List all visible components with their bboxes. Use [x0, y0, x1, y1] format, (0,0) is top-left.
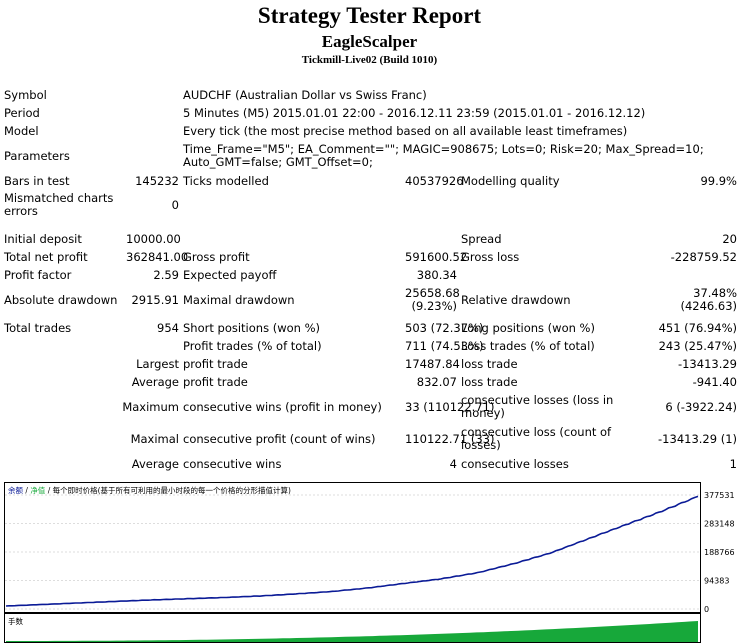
avg-consecutive-wins-value: 4 — [449, 456, 457, 471]
parameters-line-1: Time_Frame="M5"; EA_Comment=""; MAGIC=90… — [183, 142, 704, 156]
maximal-label: Maximal — [130, 431, 179, 446]
profit-factor-label: Profit factor — [4, 267, 72, 282]
deposit-label: Initial deposit — [4, 231, 82, 246]
short-positions-value: 503 (72.37%) — [405, 320, 484, 335]
max-drawdown-percent: (9.23%) — [411, 299, 457, 313]
largest-loss-value: -13413.29 — [677, 356, 737, 371]
y-tick-label: 283148 — [704, 520, 735, 529]
rel-drawdown-value: 37.48% (4246.63) — [649, 284, 739, 316]
ticks-value: 40537926 — [405, 173, 464, 188]
y-tick-label: 377531 — [704, 491, 735, 500]
abs-drawdown-label: Absolute drawdown — [4, 292, 118, 307]
gross-profit-value: 591600.52 — [405, 249, 468, 264]
max-drawdown-amount: 25658.68 — [405, 286, 460, 300]
symbol-value: AUDCHF (Australian Dollar vs Swiss Franc… — [183, 87, 427, 102]
parameters-line-2: Auto_GMT=false; GMT_Offset=0; — [183, 155, 373, 169]
legend-ticks-note: 每个即时价格(基于所有可利用的最小时段的每一个价格的分形描值计算) — [53, 485, 291, 495]
max-consecutive-profit-value: 110122.71 (33) — [405, 431, 495, 446]
expected-payoff-label: Expected payoff — [183, 267, 277, 282]
chart-y-labels: 0 94383 188766 283148 377531 — [704, 491, 735, 614]
period-label: Period — [4, 105, 40, 120]
max-consecutive-losses-label: consecutive losses (loss in money) — [461, 393, 614, 420]
largest-label: Largest — [136, 356, 179, 371]
avg-loss-value: -941.40 — [692, 374, 737, 389]
mismatch-value: 0 — [171, 197, 179, 212]
avg-consecutive-losses-label: consecutive losses — [461, 456, 569, 471]
loss-trades-label: Loss trades (% of total) — [461, 338, 595, 353]
net-profit-label: Total net profit — [4, 249, 88, 264]
max-consecutive-wins-value: 33 (110122.71) — [405, 399, 495, 414]
symbol-label: Symbol — [4, 87, 47, 102]
bars-label: Bars in test — [4, 173, 70, 188]
chart-legend: 余额 / 净值 / 每个即时价格(基于所有可利用的最小时段的每一个价格的分形描值… — [8, 485, 291, 495]
mismatch-label: Mismatched charts errors — [4, 191, 114, 218]
avg-profit-value: 832.07 — [416, 374, 457, 389]
total-trades-label: Total trades — [4, 320, 72, 335]
rel-drawdown-percent: 37.48% — [693, 286, 737, 300]
expected-payoff-value: 380.34 — [416, 267, 457, 282]
avg-consecutive-losses-value: 1 — [729, 456, 737, 471]
average-consecutive-label: Average — [131, 456, 179, 471]
max-consecutive-loss-value: -13413.29 (1) — [658, 431, 737, 446]
volume-label: 手数 — [8, 616, 23, 626]
net-profit-value: 362841.00 — [126, 249, 189, 264]
max-consecutive-loss-label: consecutive loss (count of losses) — [461, 425, 612, 452]
max-drawdown-value: 25658.68 (9.23%) — [403, 284, 460, 316]
report-table: Symbol AUDCHF (Australian Dollar vs Swis… — [2, 86, 739, 473]
model-label: Model — [4, 123, 39, 138]
loss-trades-value: 243 (25.47%) — [658, 338, 737, 353]
legend-equity: 净值 — [30, 485, 45, 495]
quality-value: 99.9% — [700, 173, 737, 188]
y-tick-label: 0 — [704, 605, 709, 614]
largest-profit-label: profit trade — [183, 356, 248, 371]
bars-value: 145232 — [135, 173, 179, 188]
spread-value: 20 — [722, 231, 737, 246]
expert-name: EagleScalper — [321, 32, 418, 51]
report-title: Strategy Tester Report — [257, 3, 482, 28]
balance-series-line — [5, 495, 699, 607]
ticks-label: Ticks modelled — [183, 173, 269, 188]
abs-drawdown-value: 2915.91 — [131, 292, 179, 307]
parameters-value: Time_Frame="M5"; EA_Comment=""; MAGIC=90… — [181, 140, 739, 172]
volume-area — [6, 621, 698, 642]
parameters-label: Parameters — [4, 148, 70, 163]
avg-loss-label: loss trade — [461, 374, 518, 389]
profit-factor-value: 2.59 — [153, 267, 179, 282]
gross-profit-label: Gross profit — [183, 249, 250, 264]
long-positions-value: 451 (76.94%) — [658, 320, 737, 335]
y-tick-label: 94383 — [704, 576, 729, 585]
avg-profit-label: profit trade — [183, 374, 248, 389]
max-consecutive-profit-label: consecutive profit (count of wins) — [183, 431, 376, 446]
short-positions-label: Short positions (won %) — [183, 320, 321, 335]
max-drawdown-label: Maximal drawdown — [183, 292, 295, 307]
max-consecutive-losses-value: 6 (-3922.24) — [665, 399, 737, 414]
balance-chart: 0 94383 188766 283148 377531 余额 / 净值 / 每个即时价… — [4, 482, 735, 643]
profit-trades-value: 711 (74.53%) — [405, 338, 484, 353]
period-value: 5 Minutes (M5) 2015.01.01 22:00 - 2016.1… — [183, 105, 646, 120]
spread-label: Spread — [461, 231, 502, 246]
average-label: Average — [131, 374, 179, 389]
gross-loss-value: -228759.52 — [670, 249, 737, 264]
legend-balance: 余额 — [8, 485, 23, 495]
avg-consecutive-wins-label: consecutive wins — [183, 456, 282, 471]
long-positions-label: Long positions (won %) — [461, 320, 595, 335]
profit-trades-label: Profit trades (% of total) — [183, 338, 322, 353]
chart-frame — [4, 482, 701, 613]
rel-drawdown-label: Relative drawdown — [461, 292, 571, 307]
quality-label: Modelling quality — [461, 173, 560, 188]
y-tick-label: 188766 — [704, 548, 735, 557]
max-consecutive-wins-label: consecutive wins (profit in money) — [183, 399, 382, 414]
deposit-value: 10000.00 — [126, 231, 181, 246]
model-value: Every tick (the most precise method base… — [183, 123, 628, 138]
rel-drawdown-amount: (4246.63) — [680, 299, 737, 313]
server-info: Tickmill-Live02 (Build 1010) — [301, 54, 438, 66]
total-trades-value: 954 — [157, 320, 179, 335]
largest-profit-value: 17487.84 — [405, 356, 460, 371]
maximum-label: Maximum — [122, 399, 179, 414]
gross-loss-label: Gross loss — [461, 249, 520, 264]
largest-loss-label: loss trade — [461, 356, 518, 371]
